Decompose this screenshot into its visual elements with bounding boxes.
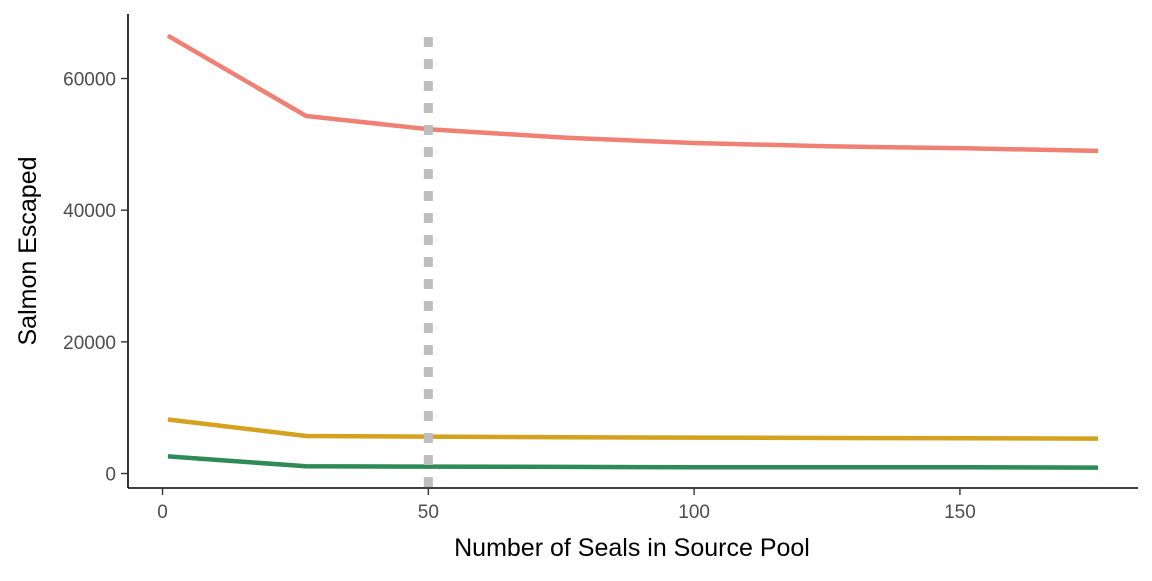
series-layer [166,33,1099,470]
y-axis-title: Salmon Escaped [14,156,42,345]
y-tick-label: 20000 [63,333,116,354]
series-line-3 [167,454,1099,470]
y-tick-label: 60000 [63,70,116,91]
y-tick-label: 0 [105,465,116,486]
y-tick-label: 40000 [63,201,116,222]
x-tick-label: 100 [678,502,710,523]
x-tick-label: 150 [944,502,976,523]
series-line-1 [166,33,1099,154]
x-axis-title: Number of Seals in Source Pool [454,534,810,562]
x-axis-ticks: 0 50 100 150 [157,488,976,523]
y-axis-ticks: 0 20000 40000 60000 [63,70,128,486]
x-tick-label: 50 [418,502,439,523]
x-tick-label: 0 [157,502,168,523]
series-line-2 [167,417,1099,441]
